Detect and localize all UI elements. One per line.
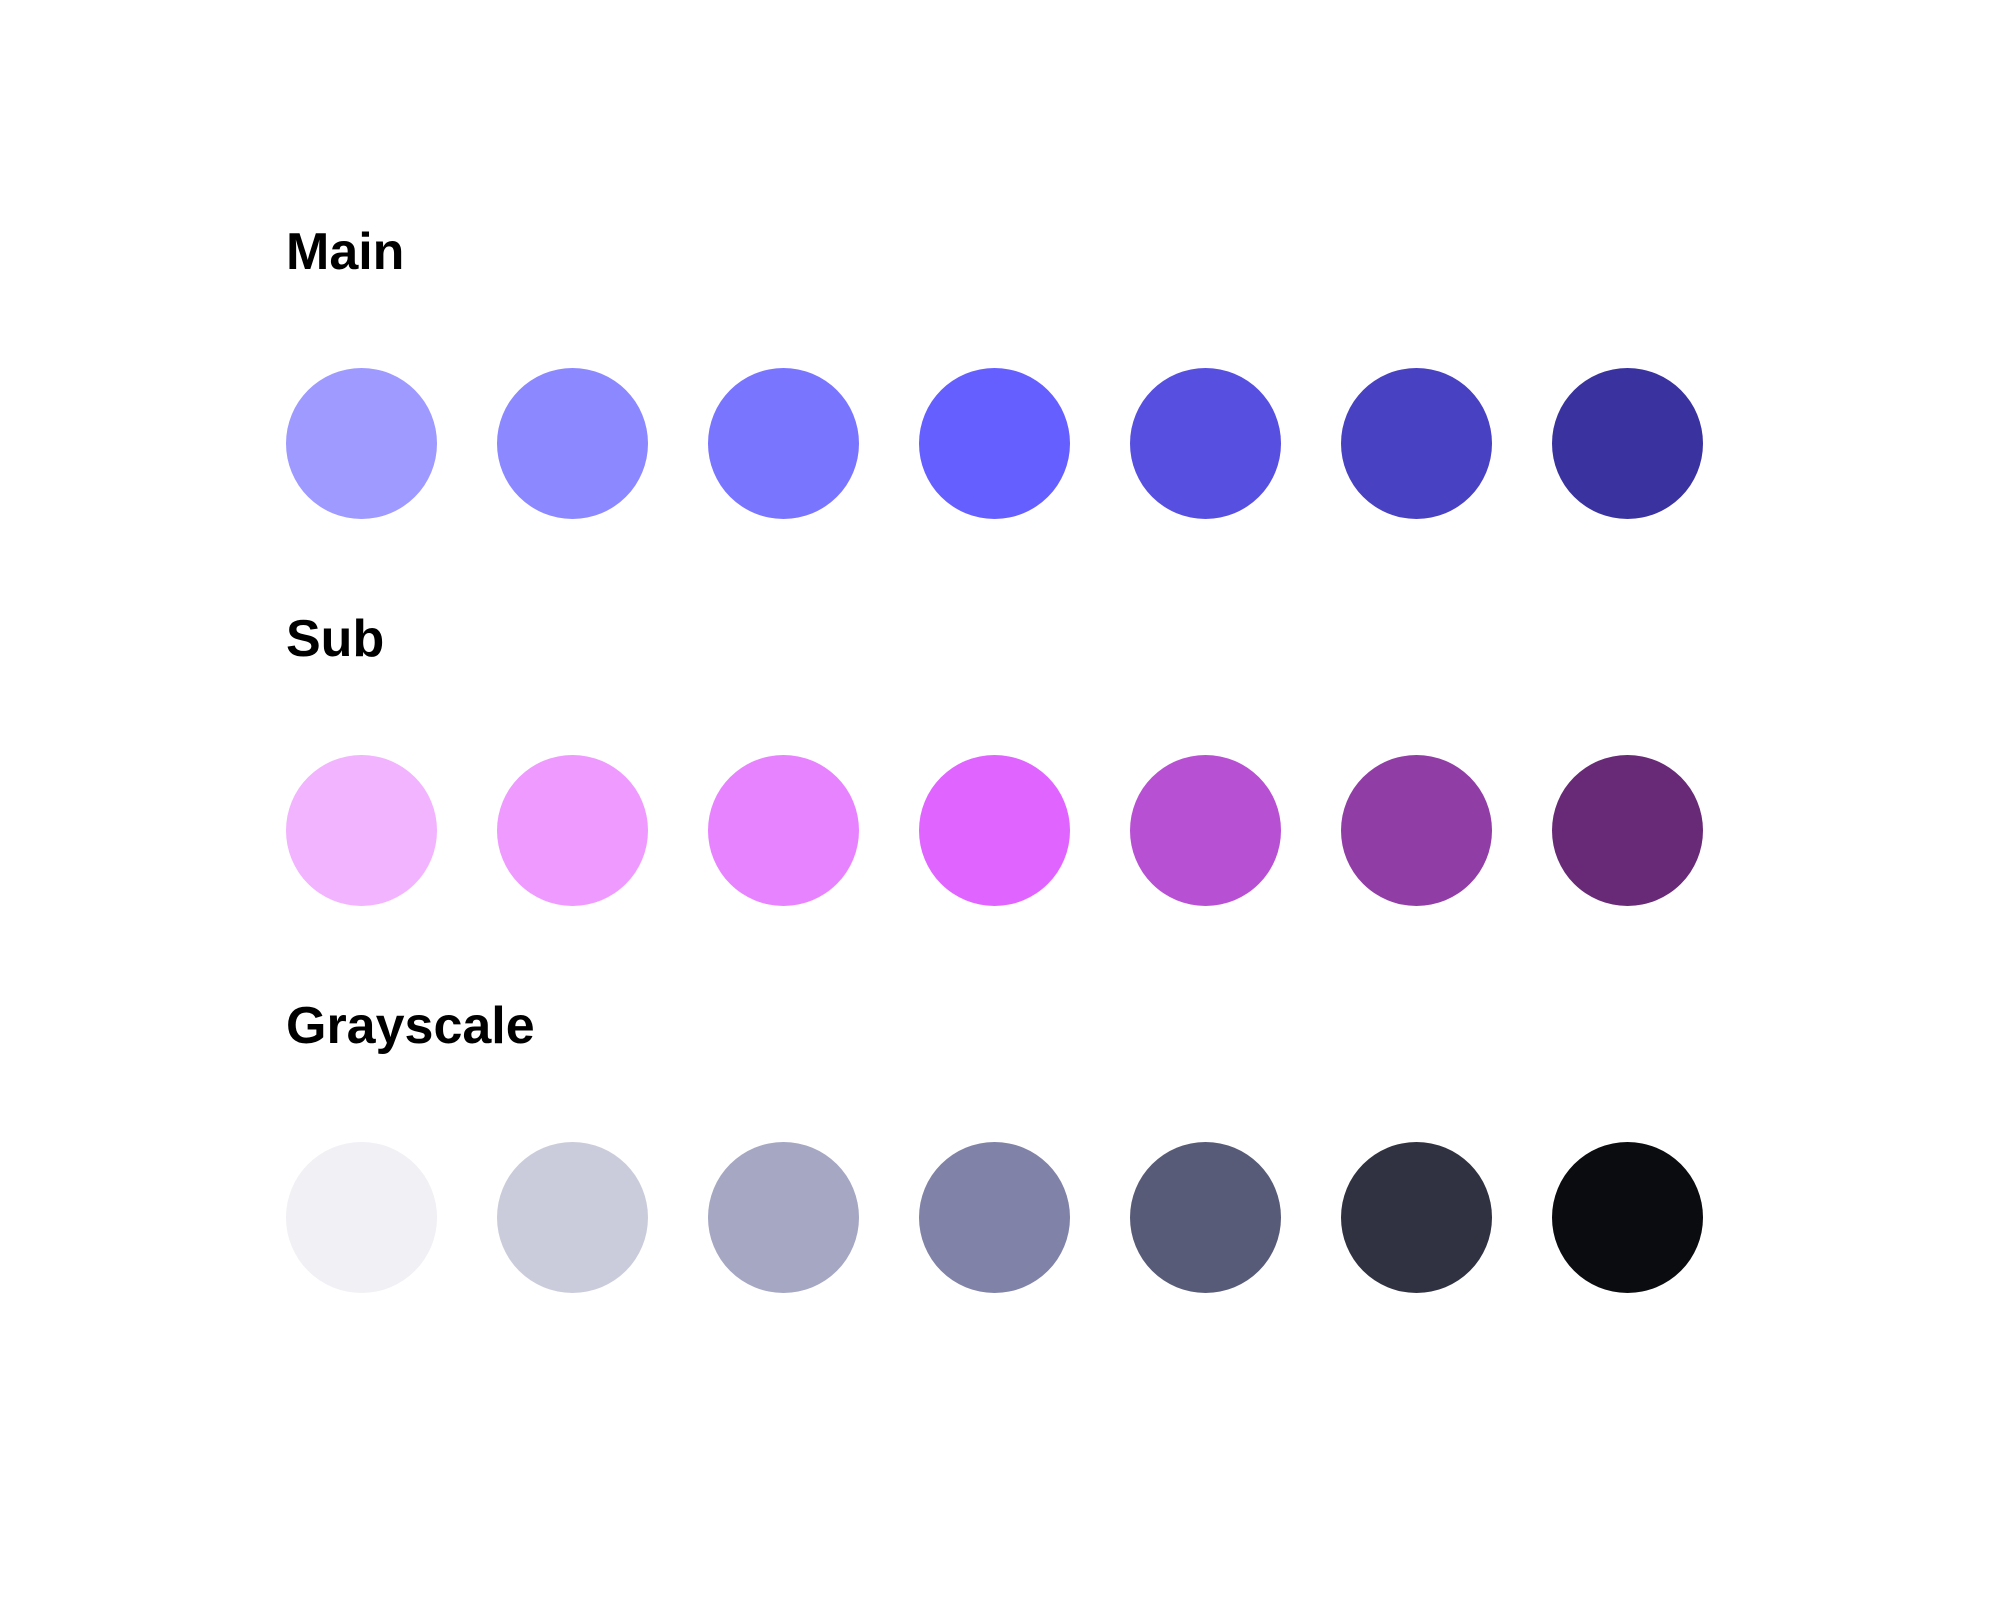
- main-swatch-6: [1341, 368, 1492, 519]
- grayscale-swatch-row: [286, 1142, 1703, 1293]
- sub-swatch-7: [1552, 755, 1703, 906]
- main-swatch-3: [708, 368, 859, 519]
- grayscale-swatch-5: [1130, 1142, 1281, 1293]
- main-swatch-4: [919, 368, 1070, 519]
- main-palette-section: Main: [286, 223, 1706, 519]
- sub-swatch-6: [1341, 755, 1492, 906]
- grayscale-swatch-1: [286, 1142, 437, 1293]
- main-swatch-2: [497, 368, 648, 519]
- sub-swatch-4: [919, 755, 1070, 906]
- main-swatch-5: [1130, 368, 1281, 519]
- sub-section-title: Sub: [286, 610, 385, 668]
- grayscale-swatch-4: [919, 1142, 1070, 1293]
- sub-swatch-3: [708, 755, 859, 906]
- main-swatch-1: [286, 368, 437, 519]
- main-swatch-7: [1552, 368, 1703, 519]
- grayscale-section-title: Grayscale: [286, 997, 535, 1055]
- main-swatch-row: [286, 368, 1703, 519]
- grayscale-palette-section: Grayscale: [286, 997, 1706, 1293]
- main-section-title: Main: [286, 223, 405, 281]
- grayscale-swatch-7: [1552, 1142, 1703, 1293]
- sub-swatch-2: [497, 755, 648, 906]
- sub-swatch-1: [286, 755, 437, 906]
- sub-swatch-row: [286, 755, 1703, 906]
- grayscale-swatch-2: [497, 1142, 648, 1293]
- sub-swatch-5: [1130, 755, 1281, 906]
- grayscale-swatch-3: [708, 1142, 859, 1293]
- sub-palette-section: Sub: [286, 610, 1706, 906]
- grayscale-swatch-6: [1341, 1142, 1492, 1293]
